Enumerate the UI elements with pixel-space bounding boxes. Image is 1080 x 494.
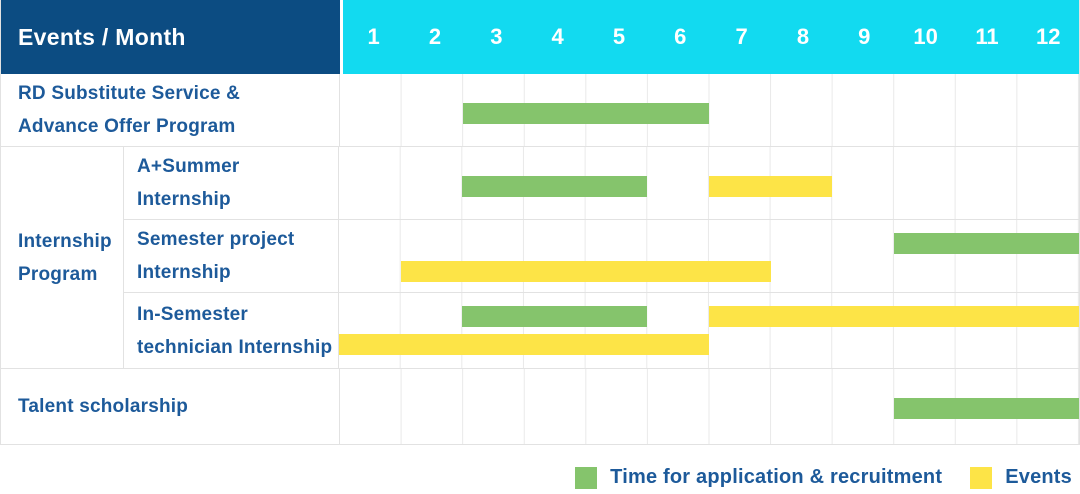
row-label-line: Semester project bbox=[137, 229, 295, 250]
month-header-cell: 12 bbox=[1036, 24, 1061, 49]
month-header-cell: 2 bbox=[428, 24, 442, 49]
month-header-cell: 7 bbox=[735, 24, 748, 49]
month-header-cell: 8 bbox=[796, 24, 810, 49]
month-header-cell: 10 bbox=[913, 24, 938, 49]
table-row: RD Substitute Service & Advance Offer Pr… bbox=[1, 74, 1079, 147]
month-header-cell: 1 bbox=[367, 24, 380, 49]
table-row: In-Semester technician Internship bbox=[124, 293, 1079, 368]
row-label-line: RD Substitute Service & bbox=[18, 83, 241, 104]
internship-program-group: Internship Program A+Summer Internship S… bbox=[1, 147, 1079, 369]
month-track bbox=[339, 147, 1079, 219]
events-swatch-icon bbox=[970, 466, 993, 489]
months-header: 1 2 3 4 5 6 7 8 9 10 11 12 bbox=[343, 0, 1079, 74]
table-row: A+Summer Internship bbox=[124, 147, 1079, 220]
legend: Time for application & recruitment Event… bbox=[0, 466, 1080, 489]
legend-label: Events bbox=[1005, 466, 1072, 488]
group-label-line: Program bbox=[18, 263, 98, 285]
row-label-line: Talent scholarship bbox=[18, 396, 189, 417]
month-track bbox=[339, 293, 1079, 368]
month-track bbox=[340, 74, 1079, 146]
row-label-line: technician Internship bbox=[137, 336, 333, 358]
header-gap bbox=[340, 0, 343, 74]
table-row: Semester project Internship bbox=[124, 220, 1079, 293]
application-swatch-icon bbox=[575, 466, 598, 489]
group-label-line: Internship bbox=[18, 230, 112, 252]
row-label: Semester project Internship bbox=[124, 220, 339, 292]
table-row: Talent scholarship bbox=[1, 369, 1079, 444]
application-bar bbox=[462, 176, 648, 197]
group-label: Internship Program bbox=[1, 147, 124, 368]
row-label: A+Summer Internship bbox=[124, 147, 339, 219]
month-header-cell: 5 bbox=[612, 24, 626, 49]
row-label-line: Internship bbox=[137, 189, 231, 210]
month-track bbox=[340, 369, 1079, 444]
row-label: In-Semester technician Internship bbox=[124, 293, 339, 368]
application-bar bbox=[463, 103, 710, 124]
application-bar bbox=[462, 306, 648, 327]
group-rows: A+Summer Internship Semester project Int… bbox=[124, 147, 1079, 368]
application-bar bbox=[894, 233, 1079, 254]
month-header-cell: 3 bbox=[490, 24, 503, 49]
schedule-table: Events / Month 1 2 3 4 5 6 7 8 9 10 11 1… bbox=[0, 0, 1080, 445]
month-header-cell: 11 bbox=[975, 24, 999, 49]
events-month-header-cell: Events / Month bbox=[1, 0, 340, 74]
legend-item-events: Events bbox=[970, 466, 1072, 489]
events-bar bbox=[709, 306, 1079, 327]
row-label: Talent scholarship bbox=[1, 369, 340, 444]
legend-item-application: Time for application & recruitment bbox=[575, 466, 942, 489]
month-header-cell: 9 bbox=[858, 24, 871, 49]
row-label: RD Substitute Service & Advance Offer Pr… bbox=[1, 74, 340, 146]
header-row: Events / Month 1 2 3 4 5 6 7 8 9 10 11 1… bbox=[1, 0, 1079, 74]
month-track bbox=[339, 220, 1079, 292]
month-header-cell: 6 bbox=[674, 24, 687, 49]
events-bar bbox=[339, 334, 709, 355]
legend-label: Time for application & recruitment bbox=[610, 466, 943, 488]
month-header-cell: 4 bbox=[551, 24, 564, 49]
events-bar bbox=[400, 261, 771, 282]
application-bar bbox=[894, 398, 1079, 419]
events-bar bbox=[709, 176, 833, 197]
row-label-line: Advance Offer Program bbox=[18, 116, 236, 137]
row-label-line: In-Semester bbox=[137, 303, 248, 325]
row-label-line: A+Summer bbox=[137, 156, 240, 177]
row-label-line: Internship bbox=[137, 262, 231, 283]
